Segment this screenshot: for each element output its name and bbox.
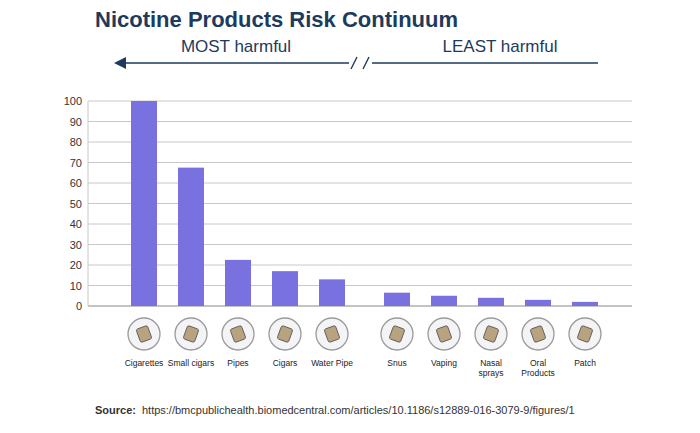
grid-line xyxy=(88,285,632,286)
label-line: sprays xyxy=(478,368,503,378)
y-tick-label: 20 xyxy=(70,259,82,271)
annotation: LEAST harmful xyxy=(443,37,558,56)
icon-glyph xyxy=(530,325,546,342)
grid xyxy=(88,101,632,306)
icon-glyph xyxy=(324,325,340,342)
bar xyxy=(178,168,204,306)
icon-glyph xyxy=(483,325,499,342)
label-line: Patch xyxy=(574,358,596,368)
bar xyxy=(384,293,410,306)
label-line: Nasal xyxy=(480,358,502,368)
icon-glyph xyxy=(183,325,199,342)
y-tick-label: 30 xyxy=(70,239,82,251)
grid-line xyxy=(88,224,632,225)
icon xyxy=(381,318,413,350)
label-line: Cigars xyxy=(273,358,298,368)
x-tick-label: Cigars xyxy=(273,358,298,368)
grid-line xyxy=(88,183,632,184)
label-line: Water Pipe xyxy=(311,358,353,368)
icon-circle xyxy=(128,318,160,350)
x-tick-label: Small cigars xyxy=(168,358,214,368)
y-tick-label: 0 xyxy=(76,300,82,312)
icon-circle xyxy=(222,318,254,350)
y-tick-label: 40 xyxy=(70,218,82,230)
icon-glyph xyxy=(277,325,293,342)
title: Nicotine Products Risk Continuum xyxy=(95,7,458,32)
icon xyxy=(316,318,348,350)
source: Source: https://bmcpublichealth.biomedcen… xyxy=(95,404,575,416)
grid-line xyxy=(88,162,632,163)
icon xyxy=(269,318,301,350)
bar xyxy=(431,296,457,306)
source-label: Source: xyxy=(95,404,136,416)
y-tick-label: 60 xyxy=(70,177,82,189)
source-url: https://bmcpublichealth.biomedcentral.co… xyxy=(142,404,575,416)
x-tick-label: Nasalsprays xyxy=(478,358,503,378)
bar xyxy=(572,302,598,306)
icon-glyph xyxy=(389,325,405,342)
icon-circle xyxy=(428,318,460,350)
annotation: MOST harmful xyxy=(181,37,291,56)
grid-line xyxy=(88,101,632,102)
icon-circle xyxy=(522,318,554,350)
icon-glyph xyxy=(436,325,452,342)
icon-circle xyxy=(316,318,348,350)
x-tick-label: Pipes xyxy=(227,358,248,368)
grid-line xyxy=(88,203,632,204)
arrow-break xyxy=(351,57,357,69)
icon xyxy=(428,318,460,350)
icon xyxy=(175,318,207,350)
arrow-line xyxy=(372,62,598,64)
label-line: Pipes xyxy=(227,358,248,368)
x-tick-label: Snus xyxy=(387,358,406,368)
x-tick-label: Patch xyxy=(574,358,596,368)
label-line: Small cigars xyxy=(168,358,214,368)
icon xyxy=(222,318,254,350)
label-line: Products xyxy=(521,368,555,378)
arrow-line xyxy=(122,62,349,64)
x-tick-label: Water Pipe xyxy=(311,358,353,368)
x-tick-label: OralProducts xyxy=(521,358,555,378)
arrow-break xyxy=(363,57,369,69)
icon xyxy=(569,318,601,350)
label-line: Oral xyxy=(530,358,546,368)
grid-line xyxy=(88,244,632,245)
y-tick-label: 70 xyxy=(70,157,82,169)
icon-glyph xyxy=(230,325,246,342)
icon xyxy=(522,318,554,350)
icon-circle xyxy=(175,318,207,350)
x-tick-label: Cigarettes xyxy=(125,358,164,368)
label-line: Snus xyxy=(387,358,406,368)
icon xyxy=(475,318,507,350)
grid-line xyxy=(88,265,632,266)
icon-circle xyxy=(569,318,601,350)
icon-circle xyxy=(475,318,507,350)
y-tick-label: 90 xyxy=(70,116,82,128)
bar xyxy=(478,298,504,306)
icon-glyph xyxy=(577,325,593,342)
bar xyxy=(525,300,551,306)
icon-circle xyxy=(269,318,301,350)
bars xyxy=(131,101,598,306)
bar xyxy=(131,101,157,306)
y-tick-label: 10 xyxy=(70,280,82,292)
icon xyxy=(128,318,160,350)
x-tick-label: Vaping xyxy=(431,358,457,368)
y-tick-label: 80 xyxy=(70,136,82,148)
label-line: Vaping xyxy=(431,358,457,368)
grid-line xyxy=(88,121,632,122)
bar xyxy=(272,271,298,306)
bar xyxy=(225,260,251,306)
icon-circle xyxy=(381,318,413,350)
y-axis-line xyxy=(88,101,89,306)
icon-glyph xyxy=(136,325,152,342)
y-tick-label: 100 xyxy=(64,95,82,107)
bar xyxy=(319,279,345,306)
arrow-head xyxy=(114,57,126,69)
y-tick-label: 50 xyxy=(70,198,82,210)
label-line: Cigarettes xyxy=(125,358,164,368)
grid-line xyxy=(88,142,632,143)
chart: Nicotine Products Risk Continuum MOST har… xyxy=(0,0,700,433)
